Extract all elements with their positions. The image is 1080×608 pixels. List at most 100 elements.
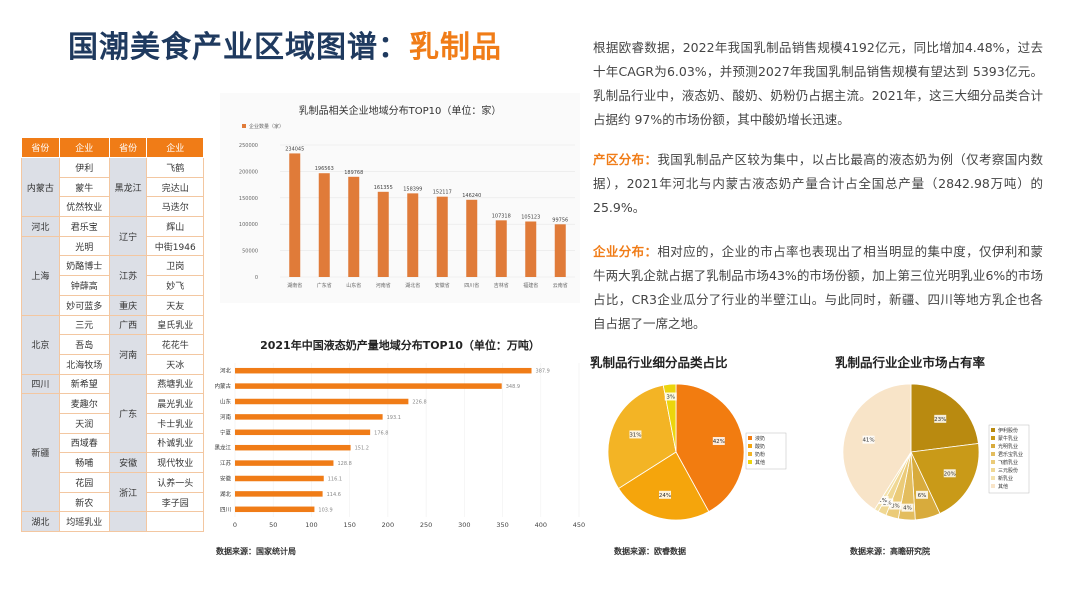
y-tick-label: 200000 xyxy=(239,169,258,175)
source-note: 数据来源：国家统计局 xyxy=(216,547,296,556)
table-row: 畅哺 安徽 现代牧业 xyxy=(22,452,204,473)
y-tick-label: 河北 xyxy=(220,367,232,375)
company-cell: 花花牛 xyxy=(146,334,204,355)
data-label: 196563 xyxy=(315,166,334,172)
data-label: 176.8 xyxy=(374,430,388,436)
x-tick-label: 福建省 xyxy=(523,282,538,289)
bar xyxy=(235,398,409,405)
company-cell: 辉山 xyxy=(146,216,204,237)
data-label: 151.2 xyxy=(355,446,369,452)
province-cell: 辽宁 xyxy=(108,216,148,257)
slice-label: 1% xyxy=(878,498,887,504)
company-cell: 吾岛 xyxy=(58,334,110,355)
data-label: 116.1 xyxy=(328,477,342,483)
province-cell: 广西 xyxy=(108,314,148,336)
bar xyxy=(235,383,502,389)
slice-label: 24% xyxy=(659,493,671,499)
legend-swatch xyxy=(991,460,995,464)
x-tick-label: 450 xyxy=(573,521,585,529)
data-label: 146240 xyxy=(462,193,481,199)
legend-swatch xyxy=(748,452,752,456)
province-cell xyxy=(108,511,148,533)
pie-slice xyxy=(662,383,677,453)
share-pie-title: 乳制品行业企业市场占有率 xyxy=(835,355,986,370)
company-cell: 均瑶乳业 xyxy=(58,511,110,533)
y-tick-label: 江苏 xyxy=(220,459,232,467)
company-cell: 伊利 xyxy=(58,157,110,178)
slice-label-box xyxy=(629,430,642,439)
y-tick-label: 四川 xyxy=(220,506,231,513)
company-cell: 朴诚乳业 xyxy=(146,432,204,454)
pie-slice xyxy=(910,443,980,515)
slice-label-box xyxy=(901,503,914,512)
production-paragraph: 产区分布：我国乳制品产区较为集中，以占比最高的液态奶为例（仅考察国内数据），20… xyxy=(593,152,1043,215)
y-tick-label: 湖北 xyxy=(220,490,232,498)
slice-label: 20% xyxy=(944,471,956,477)
bar xyxy=(235,506,315,513)
pie-slice xyxy=(675,383,745,513)
x-tick-label: 300 xyxy=(458,521,470,529)
bar xyxy=(495,220,507,277)
company-cell: 飞鹤 xyxy=(146,157,204,178)
source-note: 数据来源：高瞻研究院 xyxy=(850,547,930,556)
province-cell: 新疆 xyxy=(21,393,60,513)
legend-label: 酸奶 xyxy=(755,443,765,450)
bar xyxy=(235,460,334,466)
company-cell xyxy=(146,511,204,533)
bar xyxy=(318,173,330,277)
data-label: 387.9 xyxy=(536,369,550,375)
slice-label-box xyxy=(712,437,725,446)
region-table: 省份 企业 省份 企业 内蒙古 伊利 黑龙江 飞鹤 蒙牛 完达山 优然牧业 马迭尔 河北 君乐宝 辽宁 辉山上… xyxy=(21,137,204,533)
table-row: 天润 卡士乳业 xyxy=(22,412,204,434)
x-tick-label: 250 xyxy=(420,521,432,529)
table-row: 北海牧场 天冰 xyxy=(22,353,204,375)
table-row: 蒙牛 完达山 xyxy=(22,176,204,198)
data-label: 114.6 xyxy=(327,492,341,498)
x-tick-label: 安徽省 xyxy=(435,282,450,289)
company-cell: 畅哺 xyxy=(58,452,110,473)
y-tick-label: 150000 xyxy=(239,196,258,202)
company-cell: 皇氏乳业 xyxy=(146,314,204,336)
province-cell: 重庆 xyxy=(108,294,148,316)
province-cell: 河北 xyxy=(21,216,60,237)
legend-swatch xyxy=(991,428,995,432)
bar xyxy=(348,176,360,277)
table-header: 省份 xyxy=(108,137,148,158)
company-cell: 新希望 xyxy=(58,373,110,395)
table-row: 湖北 均瑶乳业 xyxy=(21,511,204,533)
bar xyxy=(235,367,532,374)
data-label: 226.8 xyxy=(412,400,426,406)
legend-swatch xyxy=(991,452,995,456)
legend-box xyxy=(745,432,787,470)
slice-label-box xyxy=(943,469,956,478)
legend-label: 飞鹤乳业 xyxy=(998,459,1018,466)
table-row: 上海 光明 中街1946 xyxy=(21,235,204,316)
company-cell: 奶酪博士 xyxy=(58,255,110,277)
chart-title: 乳制品相关企业地域分布TOP10（单位：家） xyxy=(298,106,502,117)
legend-label: 君乐宝乳业 xyxy=(998,451,1023,458)
x-tick-label: 200 xyxy=(382,521,394,529)
company-cell: 晨光乳业 xyxy=(146,393,204,414)
company-cell: 三元 xyxy=(58,314,110,336)
data-label: 193.1 xyxy=(387,415,401,421)
company-cell: 天润 xyxy=(58,412,110,434)
company-cell: 西域春 xyxy=(58,432,110,454)
y-tick-label: 河南 xyxy=(220,413,232,421)
legend-label: 液奶 xyxy=(755,435,765,442)
slice-label-box xyxy=(889,501,902,510)
slice-label: 3% xyxy=(891,504,900,510)
legend-swatch xyxy=(991,436,995,440)
province-cell: 江苏 xyxy=(108,255,148,296)
slice-label-box xyxy=(915,490,928,499)
bar xyxy=(554,224,566,277)
x-tick-label: 50 xyxy=(269,521,277,529)
bar xyxy=(235,429,371,436)
data-label: 158399 xyxy=(403,186,422,192)
table-row: 河北 君乐宝 辽宁 辉山 xyxy=(21,216,204,257)
company-cell: 现代牧业 xyxy=(146,452,204,473)
bar xyxy=(407,193,419,277)
province-cell: 浙江 xyxy=(108,471,148,513)
pie-slice xyxy=(618,451,710,521)
data-label: 189768 xyxy=(344,170,363,176)
intro-paragraph: 根据欧睿数据，2022年我国乳制品销售规模4192亿元，同比增加4.48%，过去… xyxy=(593,40,1043,127)
